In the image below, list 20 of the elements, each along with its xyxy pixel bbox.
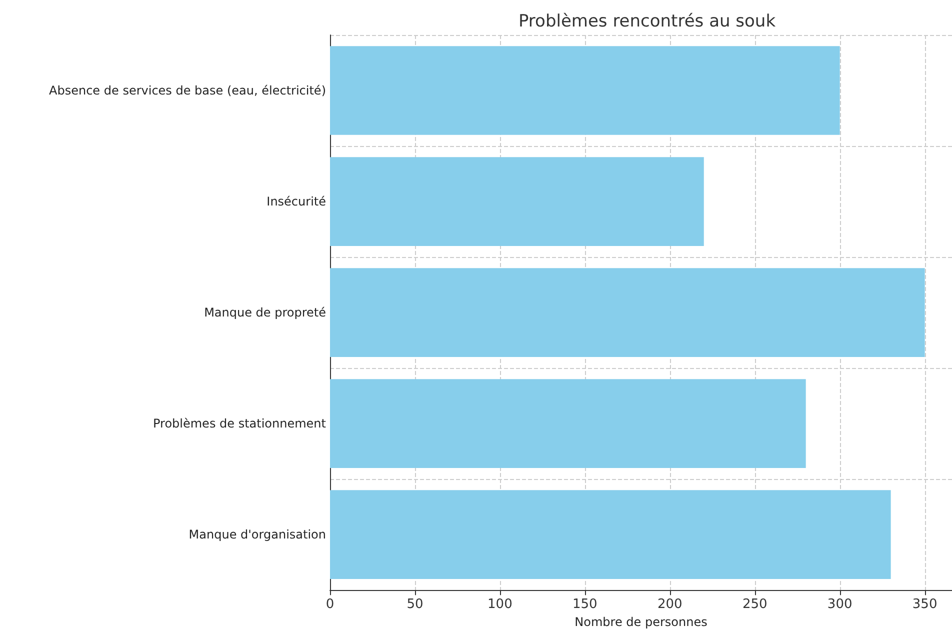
bar bbox=[330, 268, 925, 357]
bar bbox=[330, 46, 840, 135]
x-tick-label: 0 bbox=[326, 597, 334, 612]
x-tick-label: 200 bbox=[657, 597, 682, 612]
x-tick-label: 300 bbox=[827, 597, 852, 612]
x-tick-label: 250 bbox=[742, 597, 768, 612]
y-tick-label: Absence de services de base (eau, électricité) bbox=[49, 84, 326, 98]
x-tick-label: 100 bbox=[488, 597, 512, 612]
x-tick-label: 50 bbox=[406, 597, 424, 612]
bar bbox=[330, 379, 806, 468]
x-tick-label: 150 bbox=[572, 597, 598, 612]
x-axis-title: Nombre de personnes bbox=[574, 615, 708, 629]
y-tick-label: Problèmes de stationnement bbox=[153, 416, 326, 431]
y-tick-label: Insécurité bbox=[266, 194, 326, 209]
x-tick-label: 350 bbox=[912, 597, 938, 612]
chart-title: Problèmes rencontrés au souk bbox=[518, 12, 776, 32]
bar bbox=[330, 157, 704, 246]
bar bbox=[330, 490, 891, 579]
y-tick-label: Manque d'organisation bbox=[188, 528, 326, 542]
y-tick-label: Manque de propreté bbox=[204, 306, 326, 320]
